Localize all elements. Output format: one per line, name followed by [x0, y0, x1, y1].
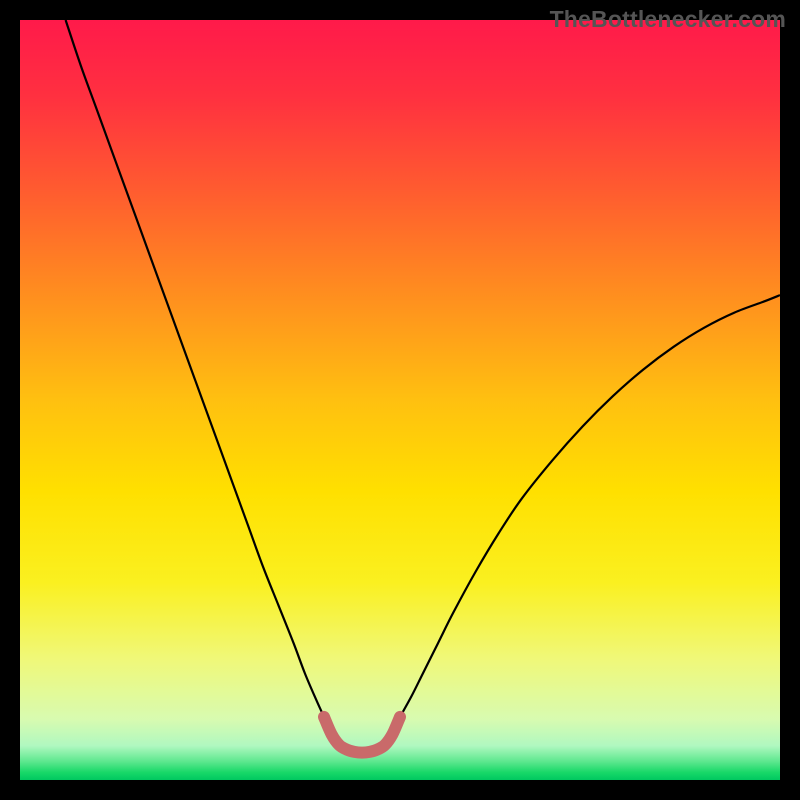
plot-area — [20, 20, 780, 780]
gradient-background — [20, 20, 780, 780]
chart-container: TheBottlenecker.com — [0, 0, 800, 800]
chart-svg — [20, 20, 780, 780]
watermark-text: TheBottlenecker.com — [550, 6, 786, 33]
